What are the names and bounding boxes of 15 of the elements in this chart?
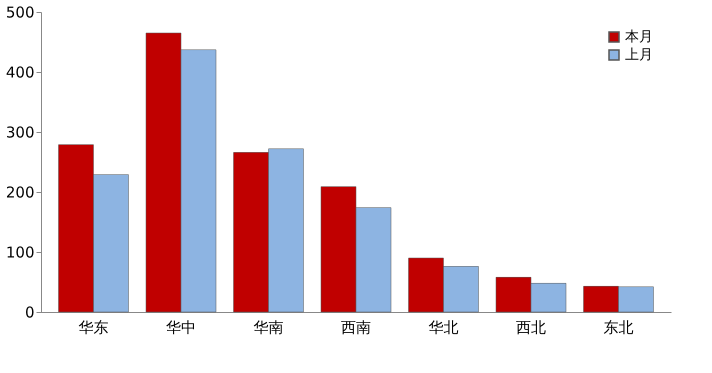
y-tick-label: 300 bbox=[6, 124, 34, 142]
x-tick-label: 西北 bbox=[516, 318, 546, 336]
x-tick-label: 华南 bbox=[254, 318, 284, 336]
x-tick-label: 东北 bbox=[604, 318, 634, 336]
y-tick-label: 500 bbox=[6, 4, 34, 22]
y-tick-label: 200 bbox=[6, 184, 34, 202]
y-tick-label: 100 bbox=[6, 244, 34, 262]
y-tick-label: 0 bbox=[24, 304, 34, 322]
x-tick-label: 华北 bbox=[428, 318, 458, 336]
x-tick-label: 华中 bbox=[166, 318, 196, 336]
legend-label: 上月 bbox=[625, 47, 653, 63]
legend-label: 本月 bbox=[625, 29, 653, 45]
y-tick-label: 400 bbox=[6, 64, 34, 82]
x-tick-label: 华东 bbox=[78, 318, 108, 336]
x-tick-label: 西南 bbox=[341, 318, 371, 336]
